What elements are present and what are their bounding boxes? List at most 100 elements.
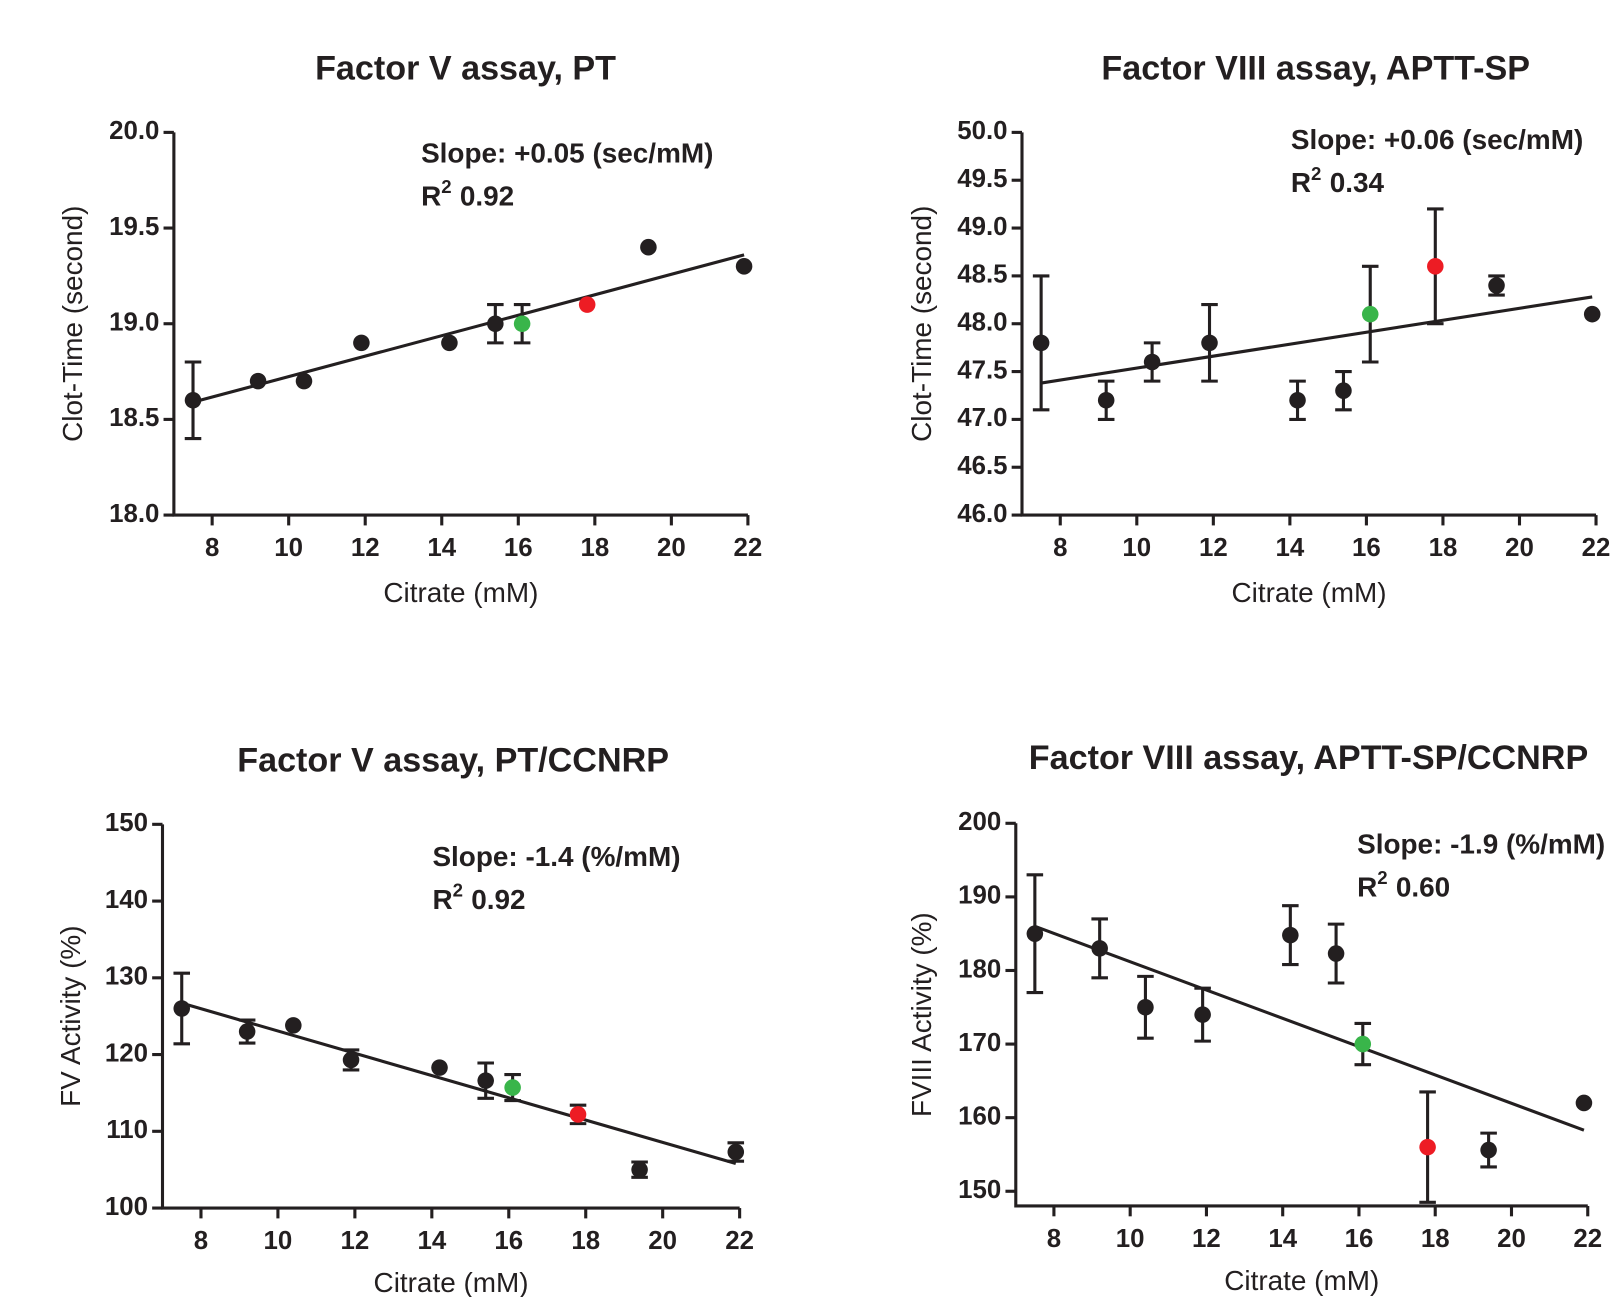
r2-sup: 2 (1377, 867, 1387, 888)
y-tick-label: 48.0 (957, 309, 1007, 337)
y-tick-label: 46.0 (957, 500, 1007, 528)
x-tick-label: 14 (1276, 534, 1305, 562)
data-point (1361, 305, 1379, 323)
panel: Factor V assay, PT/CCNRP 100 110 120 130 140 1… (55, 741, 754, 1297)
r2-sup: 2 (1311, 163, 1321, 184)
data-point (1194, 1006, 1211, 1023)
y-axis-label: FV Activity (%) (55, 925, 86, 1106)
x-tick-label: 12 (351, 534, 380, 562)
chart-title: Factor VIII assay, APTT-SP/CCNRP (1029, 739, 1588, 777)
data-point (513, 315, 531, 333)
data-point (487, 315, 504, 333)
x-tick-label: 8 (205, 534, 219, 562)
r2-annotation: R2 0.92 (432, 879, 525, 915)
y-tick-label: 170 (958, 1029, 1001, 1057)
y-tick-label: 100 (105, 1193, 148, 1221)
y-tick-label: 19.0 (109, 309, 159, 337)
data-point (1327, 945, 1345, 962)
y-tick-label: 47.0 (957, 404, 1007, 432)
x-tick-label: 22 (1573, 1225, 1602, 1253)
x-tick-label: 10 (1116, 1225, 1145, 1253)
data-point (631, 1161, 648, 1178)
r2-value: 0.92 (460, 181, 514, 212)
y-tick-label: 46.5 (957, 452, 1007, 480)
data-point (1032, 334, 1050, 352)
x-tick-label: 16 (504, 534, 533, 562)
data-point (1143, 353, 1161, 371)
data-point (1137, 999, 1154, 1016)
data-point (477, 1072, 494, 1089)
x-tick-label: 10 (1122, 534, 1151, 562)
data-point (1335, 382, 1352, 399)
x-tick-label: 18 (1429, 534, 1458, 562)
x-tick-label: 8 (194, 1227, 208, 1255)
data-point (184, 391, 202, 409)
data-point (1583, 305, 1601, 323)
x-axis-label: Citrate (mM) (1224, 1265, 1379, 1296)
data-point (1488, 277, 1505, 294)
x-axis-label: Citrate (mM) (383, 577, 538, 608)
x-tick-label: 20 (648, 1227, 677, 1255)
y-tick-label: 18.0 (109, 500, 159, 528)
x-tick-label: 20 (1505, 534, 1534, 562)
data-point (735, 258, 753, 275)
data-point (578, 296, 596, 313)
data-point (285, 1017, 302, 1034)
data-point (1480, 1141, 1497, 1159)
r2-annotation: R2 0.60 (1357, 867, 1450, 903)
r2-annotation: R2 0.92 (421, 176, 514, 212)
x-tick-label: 16 (1345, 1225, 1374, 1253)
data-point (295, 372, 313, 390)
x-tick-label: 16 (494, 1227, 523, 1255)
slope-annotation: Slope: -1.4 (%/mM) (432, 841, 680, 872)
slope-annotation: Slope: -1.9 (%/mM) (1357, 828, 1605, 859)
x-axis-label: Citrate (mM) (374, 1267, 529, 1297)
data-point (1575, 1094, 1593, 1112)
slope-annotation: Slope: +0.05 (sec/mM) (421, 138, 713, 169)
r2-value: 0.34 (1330, 168, 1385, 199)
y-tick-label: 18.5 (109, 404, 159, 432)
y-tick-label: 49.0 (957, 213, 1007, 241)
x-tick-label: 10 (264, 1227, 293, 1255)
y-tick-label: 200 (958, 808, 1001, 836)
x-tick-label: 8 (1053, 534, 1067, 562)
chart-title: Factor V assay, PT/CCNRP (237, 741, 669, 779)
fit-line (1034, 924, 1585, 1132)
x-tick-label: 18 (580, 534, 609, 562)
x-tick-label: 14 (427, 534, 456, 562)
chart-title: Factor VIII assay, APTT-SP (1101, 49, 1530, 87)
r2-value: 0.60 (1396, 872, 1450, 903)
r2-sup: 2 (441, 176, 451, 197)
x-tick-label: 10 (274, 534, 303, 562)
y-tick-label: 48.5 (957, 261, 1007, 289)
x-tick-label: 12 (1199, 534, 1228, 562)
data-point (249, 372, 267, 390)
data-point (353, 334, 370, 352)
y-tick-label: 190 (958, 882, 1001, 910)
y-tick-label: 50.0 (957, 117, 1007, 145)
data-point (431, 1059, 448, 1076)
x-tick-label: 22 (725, 1227, 754, 1255)
data-point (727, 1143, 745, 1161)
y-tick-label: 180 (958, 955, 1001, 983)
y-tick-label: 160 (958, 1102, 1001, 1130)
y-tick-label: 150 (105, 809, 148, 837)
data-point (504, 1079, 521, 1096)
data-point (1097, 391, 1115, 409)
data-point (640, 238, 657, 256)
r2-base: R (432, 884, 452, 915)
chart-title: Factor V assay, PT (315, 49, 616, 87)
y-tick-label: 120 (105, 1039, 148, 1067)
y-tick-label: 19.5 (109, 213, 159, 241)
fit-line (192, 253, 745, 404)
x-tick-label: 12 (1192, 1225, 1221, 1253)
panel: Factor VIII assay, APTT-SP/CCNRP 150 160 17… (906, 739, 1605, 1296)
x-tick-label: 22 (734, 534, 763, 562)
axis-line (160, 824, 740, 1210)
data-point (173, 1000, 191, 1017)
r2-annotation: R2 0.34 (1291, 163, 1385, 199)
data-point (1091, 940, 1108, 957)
r2-sup: 2 (453, 879, 463, 900)
data-point (1354, 1035, 1372, 1053)
